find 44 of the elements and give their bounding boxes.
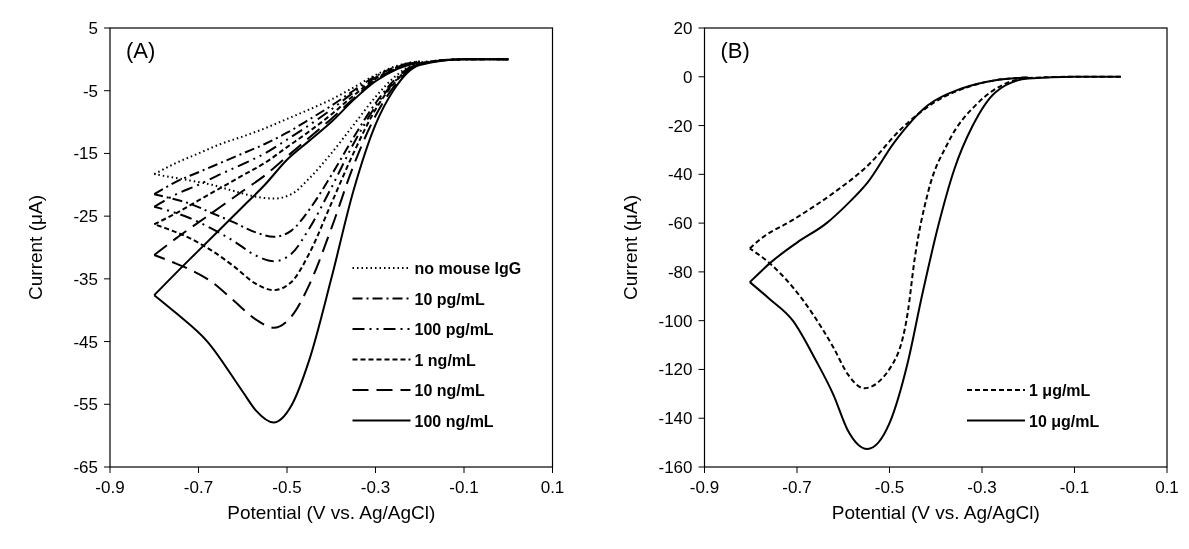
y-tick-label: -55 xyxy=(73,395,98,415)
x-tick-label: -0.3 xyxy=(967,478,997,497)
legend-label: 1 ng/mL xyxy=(414,351,477,369)
legend-label: 100 ng/mL xyxy=(414,412,494,430)
x-tick-label: -0.5 xyxy=(874,478,905,497)
y-tick-label: 5 xyxy=(88,19,98,38)
x-tick-label: 0.1 xyxy=(540,478,565,497)
y-tick-label: 0 xyxy=(683,67,693,87)
y-tick-label: -25 xyxy=(73,207,98,227)
x-tick-label: -0.1 xyxy=(1059,478,1090,497)
x-tick-label: -0.3 xyxy=(360,478,391,497)
y-tick-label: -60 xyxy=(667,214,693,234)
legend-label: 1 μg/mL xyxy=(1029,382,1091,399)
y-tick-label: -5 xyxy=(82,81,98,101)
legend-label: 10 ng/mL xyxy=(414,382,485,399)
legend-label: 10 pg/mL xyxy=(414,290,485,308)
y-tick-label: -120 xyxy=(658,360,693,380)
x-tick-label: -0.1 xyxy=(449,478,479,497)
y-tick-label: 20 xyxy=(673,19,693,38)
y-tick-label: -160 xyxy=(658,458,693,477)
y-tick-label: -100 xyxy=(658,311,693,331)
x-tick-label: -0.9 xyxy=(95,478,125,497)
y-tick-label: -80 xyxy=(667,262,693,282)
y-tick-label: -45 xyxy=(73,332,98,352)
x-tick-label: -0.7 xyxy=(183,478,214,497)
annotation: (A) xyxy=(126,38,156,63)
y-tick-label: -65 xyxy=(73,458,98,477)
legend-label: no mouse IgG xyxy=(414,260,522,277)
x-axis-title: Potential (V vs. Ag/AgCl) xyxy=(227,502,436,523)
y-axis-title: Current (μA) xyxy=(25,195,46,300)
y-tick-label: -140 xyxy=(658,409,693,429)
y-tick-label: -40 xyxy=(667,165,693,185)
y-tick-label: -35 xyxy=(73,269,98,289)
y-tick-label: -20 xyxy=(667,116,693,136)
y-tick-label: -15 xyxy=(73,144,98,164)
x-axis-title: Potential (V vs. Ag/AgCl) xyxy=(831,502,1040,523)
annotation: (B) xyxy=(720,38,750,63)
x-tick-label: -0.5 xyxy=(272,478,302,497)
x-tick-label: -0.9 xyxy=(689,478,720,497)
legend-label: 100 pg/mL xyxy=(414,321,494,338)
y-axis-title: Current (μA) xyxy=(619,195,641,300)
legend-label: 10 μg/mL xyxy=(1029,412,1100,430)
x-tick-label: -0.7 xyxy=(782,478,812,497)
x-tick-label: 0.1 xyxy=(1155,478,1179,497)
